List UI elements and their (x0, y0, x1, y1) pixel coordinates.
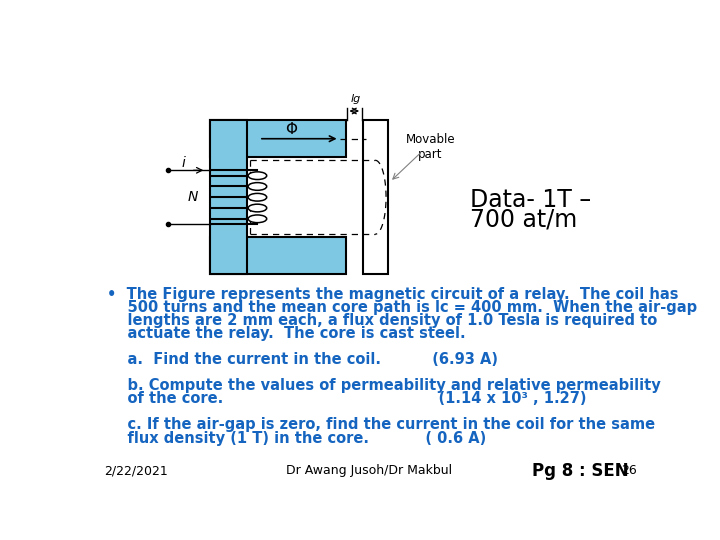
Ellipse shape (248, 183, 266, 190)
Text: c. If the air-gap is zero, find the current in the coil for the same: c. If the air-gap is zero, find the curr… (107, 417, 655, 433)
Text: Dr Awang Jusoh/Dr Makbul: Dr Awang Jusoh/Dr Makbul (286, 464, 452, 477)
Text: Pg 8 : SEN: Pg 8 : SEN (532, 462, 629, 480)
Text: actuate the relay.  The core is cast steel.: actuate the relay. The core is cast stee… (107, 326, 466, 341)
Text: Movable
part: Movable part (405, 133, 455, 161)
Text: •  The Figure represents the magnetic circuit of a relay.  The coil has: • The Figure represents the magnetic cir… (107, 287, 678, 301)
Text: lengths are 2 mm each, a flux density of 1.0 Tesla is required to: lengths are 2 mm each, a flux density of… (107, 313, 657, 328)
Text: Φ: Φ (286, 122, 297, 137)
Bar (210, 120, 248, 274)
Text: a.  Find the current in the coil.          (6.93 A): a. Find the current in the coil. (6.93 A… (107, 352, 498, 367)
Text: flux density (1 T) in the core.           ( 0.6 A): flux density (1 T) in the core. ( 0.6 A) (107, 430, 486, 445)
Text: N: N (188, 190, 199, 204)
Ellipse shape (248, 204, 266, 212)
Ellipse shape (248, 215, 266, 222)
Text: b. Compute the values of permeability and relative permeability: b. Compute the values of permeability an… (107, 378, 661, 393)
Text: Data- 1T –: Data- 1T – (469, 188, 591, 212)
Text: of the core.                                          (1.14 x 10³ , 1.27): of the core. (1.14 x 10³ , 1.27) (107, 392, 587, 406)
Bar (363, 120, 387, 274)
Ellipse shape (248, 193, 266, 201)
Bar (210, 237, 346, 274)
Bar (210, 120, 346, 157)
Text: 2/22/2021: 2/22/2021 (104, 464, 168, 477)
Ellipse shape (248, 172, 266, 179)
Text: 26: 26 (621, 464, 637, 477)
Text: lg: lg (351, 94, 361, 104)
Text: i: i (181, 156, 185, 170)
Text: 700 at/m: 700 at/m (469, 207, 577, 231)
Text: 500 turns and the mean core path is lc = 400 mm.  When the air-gap: 500 turns and the mean core path is lc =… (107, 300, 697, 315)
